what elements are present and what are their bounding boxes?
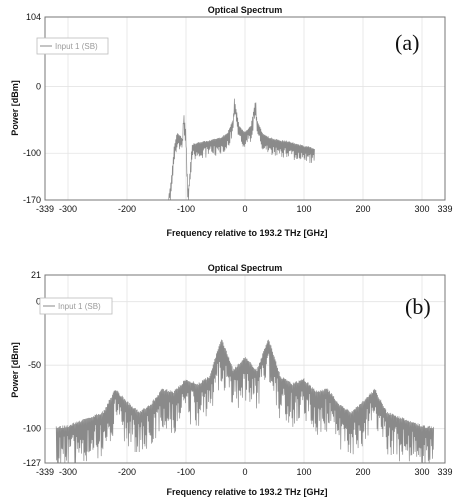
y-tick-label: -170 — [23, 195, 41, 205]
x-tick-label: 0 — [242, 204, 247, 214]
panel-label-b: (b) — [405, 294, 431, 319]
x-tick-label: -200 — [118, 467, 136, 477]
x-axis-title-b: Frequency relative to 193.2 THz [GHz] — [166, 487, 327, 497]
legend-label-a: Input 1 (SB) — [55, 42, 98, 51]
chart-title-b: Optical Spectrum — [208, 263, 283, 273]
x-tick-label: 339 — [437, 467, 452, 477]
y-ticks-b: 21 0 -50 -100 -127 — [23, 270, 41, 468]
chart-panel-b: -339 -300 -200 -100 0 100 200 300 339 21 0 -50 -100… — [10, 263, 453, 497]
x-tick-label: 0 — [242, 467, 247, 477]
y-axis-title-b: Power [dBm] — [10, 342, 20, 398]
x-tick-label: 300 — [414, 467, 429, 477]
y-tick-label: -100 — [23, 424, 41, 434]
legend-a: Input 1 (SB) — [36, 37, 109, 55]
y-tick-label: 21 — [31, 270, 41, 280]
series-line-b — [55, 339, 435, 464]
y-tick-label: -127 — [23, 458, 41, 468]
x-ticks-b: -339 -300 -200 -100 0 100 200 300 339 — [36, 467, 453, 477]
legend-box-b — [39, 297, 113, 315]
chart-panel-a: -339 -300 -200 -100 0 100 200 300 339 104 0 -100 -1… — [10, 5, 453, 238]
legend-b: Input 1 (SB) — [39, 297, 113, 315]
plot-frame-a — [44, 16, 446, 201]
y-tick-label: -50 — [28, 360, 41, 370]
y-tick-label: 104 — [26, 12, 41, 22]
y-ticks-a: 104 0 -100 -170 — [23, 12, 41, 205]
x-tick-label: 339 — [437, 204, 452, 214]
x-tick-label: -300 — [59, 467, 77, 477]
y-tick-label: 0 — [36, 81, 41, 91]
x-tick-label: 200 — [355, 467, 370, 477]
x-tick-label: 100 — [296, 467, 311, 477]
x-tick-label: -200 — [118, 204, 136, 214]
x-tick-label: 200 — [355, 204, 370, 214]
panel-label-a: (a) — [395, 30, 419, 55]
x-tick-label: -339 — [36, 204, 54, 214]
y-tick-label: -100 — [23, 148, 41, 158]
x-ticks-a: -339 -300 -200 -100 0 100 200 300 339 — [36, 204, 453, 214]
legend-box-a — [36, 37, 109, 55]
x-tick-label: -100 — [177, 467, 195, 477]
legend-label-b: Input 1 (SB) — [58, 302, 101, 311]
grid-a — [45, 17, 445, 200]
y-tick-label: 0 — [36, 297, 41, 307]
x-tick-label: -339 — [36, 467, 54, 477]
series-line-a — [168, 98, 315, 201]
x-axis-title-a: Frequency relative to 193.2 THz [GHz] — [166, 228, 327, 238]
x-tick-label: 300 — [414, 204, 429, 214]
y-axis-title-a: Power [dBm] — [10, 80, 20, 136]
chart-title-a: Optical Spectrum — [208, 5, 283, 15]
plot-frame-b — [44, 274, 446, 464]
x-tick-label: 100 — [296, 204, 311, 214]
x-tick-label: -300 — [59, 204, 77, 214]
x-tick-label: -100 — [177, 204, 195, 214]
